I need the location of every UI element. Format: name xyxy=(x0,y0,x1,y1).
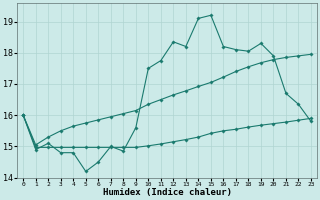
X-axis label: Humidex (Indice chaleur): Humidex (Indice chaleur) xyxy=(103,188,232,197)
